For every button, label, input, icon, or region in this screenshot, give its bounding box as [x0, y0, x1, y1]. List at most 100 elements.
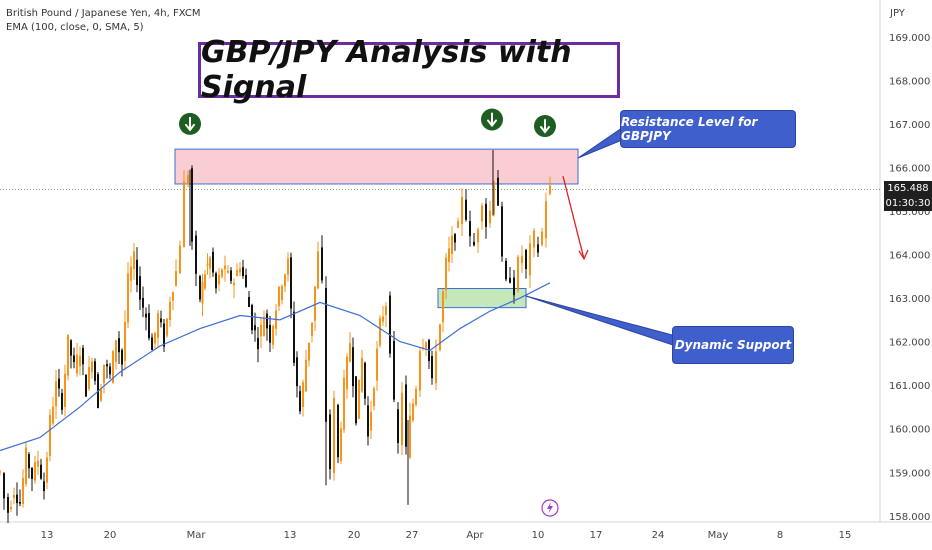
candle-body	[521, 255, 523, 264]
candle-body	[415, 388, 417, 405]
candle-body	[160, 318, 162, 323]
candle-body	[376, 348, 378, 381]
candle-body	[166, 318, 168, 336]
candle-body	[209, 257, 211, 269]
candle-body	[454, 234, 456, 243]
candle-body	[497, 177, 499, 206]
y-tick-label: 163.000	[889, 294, 930, 305]
candle-body	[513, 277, 515, 296]
x-tick-label: Mar	[187, 530, 207, 541]
candle-body	[58, 378, 60, 389]
candle-body	[199, 276, 201, 300]
candle-body	[88, 367, 90, 389]
candle-body	[172, 292, 174, 301]
candle-body	[175, 271, 177, 286]
candle-body	[287, 258, 289, 275]
x-tick-label: 10	[532, 530, 545, 541]
candle-body	[100, 389, 102, 401]
x-tick-label: 27	[406, 530, 419, 541]
candle-body	[254, 325, 256, 331]
candle-body	[212, 251, 214, 273]
y-tick-label: 158.000	[889, 512, 930, 523]
candle-body	[293, 311, 295, 363]
candle-body	[236, 270, 238, 276]
resistance-callout: Resistance Level for GBPJPY	[620, 110, 796, 148]
candle-body	[505, 260, 507, 280]
candle-body	[469, 221, 471, 237]
candle-body	[266, 313, 268, 329]
candle-body	[541, 231, 543, 245]
candle-body	[509, 277, 511, 283]
candle-body	[118, 338, 120, 353]
candle-body	[187, 175, 189, 185]
y-tick-label: 162.000	[889, 338, 930, 349]
candle-body	[169, 301, 171, 321]
arrow-down-icon	[487, 112, 497, 128]
candle-body	[311, 322, 313, 337]
candle-body	[284, 274, 286, 287]
support-callout-pointer	[525, 295, 677, 347]
candle-body	[317, 251, 319, 289]
support-zone	[437, 287, 527, 309]
candle-body	[409, 415, 411, 458]
candle-body	[7, 497, 9, 513]
candle-body	[337, 404, 339, 458]
candle-body	[148, 313, 150, 339]
candle-body	[133, 251, 135, 270]
candle-body	[537, 244, 539, 253]
candle-body	[127, 273, 129, 323]
candle-body	[263, 318, 265, 336]
candle-body	[439, 324, 441, 350]
candle-body	[227, 270, 229, 273]
y-tick-label: 165.000	[889, 207, 930, 218]
candle-body	[425, 342, 427, 349]
candle-body	[16, 494, 18, 504]
candle-body	[82, 347, 84, 365]
candle-body	[70, 340, 72, 356]
candle-body	[477, 229, 479, 243]
candle-body	[501, 206, 503, 257]
candle-body	[248, 296, 250, 307]
candle-body	[299, 391, 301, 412]
candle-body	[221, 269, 223, 277]
candle-body	[517, 256, 519, 291]
candle-body	[457, 221, 459, 228]
candle-body	[28, 454, 30, 469]
indicator-legend[interactable]: EMA (100, close, 0, SMA, 5)	[6, 22, 144, 33]
candle-body	[473, 241, 475, 246]
candle-body	[296, 357, 298, 387]
x-tick-label: 17	[590, 530, 603, 541]
candle-body	[308, 342, 310, 361]
candle-body	[10, 507, 12, 510]
candle-body	[412, 403, 414, 421]
candle-body	[25, 447, 27, 484]
candle-body	[218, 274, 220, 285]
candle-body	[529, 243, 531, 276]
candle-body	[61, 393, 63, 410]
candle-body	[109, 366, 111, 375]
candle-body	[389, 295, 391, 354]
candle-body	[272, 325, 274, 345]
candle-body	[370, 412, 372, 431]
candle-body	[281, 286, 283, 301]
x-tick-label: May	[708, 530, 729, 541]
candle-body	[91, 361, 93, 373]
y-tick-label: 169.000	[889, 33, 930, 44]
candle-body	[346, 356, 348, 390]
candle-body	[367, 405, 369, 437]
x-tick-label: 15	[839, 530, 852, 541]
candle-body	[3, 473, 5, 499]
candle-body	[485, 203, 487, 227]
candle-body	[22, 478, 24, 504]
candle-body	[533, 230, 535, 248]
candle-body	[305, 359, 307, 392]
candle-body	[435, 351, 437, 384]
candle-body	[290, 257, 292, 309]
candle-body	[112, 351, 114, 383]
candle-body	[343, 377, 345, 430]
candle-body	[121, 349, 123, 365]
candle-body	[355, 376, 357, 424]
candle-body	[37, 460, 39, 467]
symbol-legend[interactable]: British Pound / Japanese Yen, 4h, FXCM	[6, 8, 201, 19]
